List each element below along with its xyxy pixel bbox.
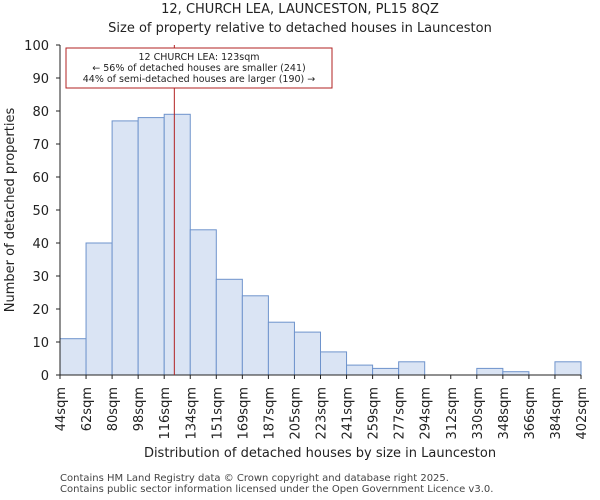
x-tick-label-134sqm: 134sqm — [184, 387, 199, 440]
x-tick-label-151sqm: 151sqm — [210, 387, 225, 440]
x-tick-label-330sqm: 330sqm — [471, 387, 486, 440]
x-tick-label-98sqm: 98sqm — [132, 387, 147, 431]
bar-134sqm — [189, 229, 217, 376]
y-tick-label-30: 30 — [32, 270, 49, 285]
x-tick-label-80sqm: 80sqm — [106, 387, 121, 431]
bar-259sqm — [372, 367, 400, 376]
x-tick-label-62sqm: 62sqm — [80, 387, 95, 431]
x-tick-label-223sqm: 223sqm — [315, 387, 330, 440]
y-tick-label-40: 40 — [32, 237, 49, 252]
bar-44sqm — [59, 338, 87, 376]
y-tick-label-70: 70 — [32, 138, 49, 153]
y-tick-label-50: 50 — [32, 204, 49, 219]
x-tick-label-44sqm: 44sqm — [54, 387, 69, 431]
y-tick-label-90: 90 — [32, 72, 49, 87]
bar-277sqm — [398, 361, 426, 376]
plot-area: 0 10 20 30 40 50 60 70 80 90 100 44sqm 62sqm 80sqm 98s… — [24, 39, 590, 440]
bar-223sqm — [320, 351, 348, 376]
chart-title: 12, CHURCH LEA, LAUNCESTON, PL15 8QZ — [161, 2, 439, 17]
y-tick-label-100: 100 — [24, 39, 49, 54]
y-tick-label-80: 80 — [32, 105, 49, 120]
bar-98sqm — [137, 117, 165, 376]
bar-80sqm — [111, 120, 139, 376]
chart-subtitle: Size of property relative to detached ho… — [108, 21, 492, 36]
x-axis-label: Distribution of detached houses by size … — [144, 446, 496, 461]
x-tick-label-294sqm: 294sqm — [419, 387, 434, 440]
bar-205sqm — [293, 331, 322, 376]
y-tick-label-0: 0 — [41, 369, 49, 384]
y-tick-label-10: 10 — [32, 336, 49, 351]
x-tick-label-116sqm: 116sqm — [158, 387, 173, 440]
bar-330sqm — [476, 367, 504, 376]
x-tick-label-187sqm: 187sqm — [262, 387, 277, 440]
bar-384sqm — [554, 361, 582, 376]
x-tick-label-277sqm: 277sqm — [393, 387, 408, 440]
histogram-chart: 12, CHURCH LEA, LAUNCESTON, PL15 8QZ Siz… — [3, 2, 590, 461]
x-tick-label-312sqm: 312sqm — [445, 387, 460, 440]
y-tick-label-60: 60 — [32, 171, 49, 186]
bar-241sqm — [346, 364, 374, 376]
bar-116sqm — [163, 113, 191, 376]
x-tick-label-205sqm: 205sqm — [288, 387, 303, 440]
x-tick-label-402sqm: 402sqm — [575, 387, 590, 440]
annotation-box — [65, 47, 333, 89]
bar-187sqm — [267, 321, 295, 376]
footer-line-2: Contains public sector information licen… — [60, 484, 494, 495]
bar-169sqm — [241, 295, 269, 376]
bar-62sqm — [85, 242, 113, 376]
y-tick-label-20: 20 — [32, 303, 49, 318]
x-tick-label-259sqm: 259sqm — [367, 387, 382, 440]
annotation-line-1: 12 CHURCH LEA: 123sqm — [139, 52, 260, 63]
y-axis-label: Number of detached properties — [3, 108, 18, 313]
x-tick-label-384sqm: 384sqm — [549, 387, 564, 440]
annotation-line-3: 44% of semi-detached houses are larger (… — [83, 74, 316, 85]
x-tick-label-241sqm: 241sqm — [341, 387, 356, 440]
footer-line-1: Contains HM Land Registry data © Crown c… — [60, 473, 449, 484]
bar-151sqm — [215, 278, 243, 376]
x-tick-label-366sqm: 366sqm — [523, 387, 538, 440]
x-tick-label-348sqm: 348sqm — [497, 387, 512, 440]
x-tick-label-169sqm: 169sqm — [236, 387, 251, 440]
annotation-line-2: ← 56% of detached houses are smaller (24… — [92, 63, 305, 74]
